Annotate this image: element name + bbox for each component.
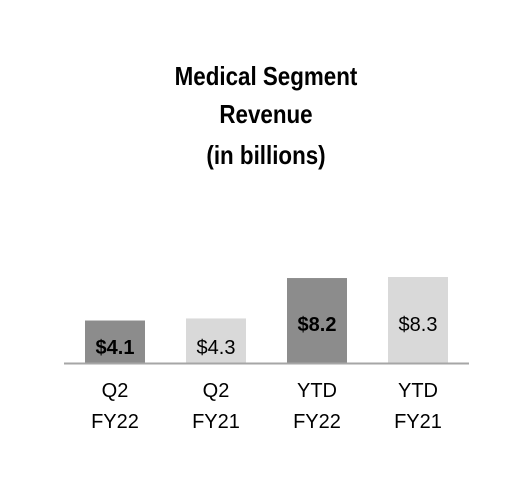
bar-1 (186, 318, 246, 363)
x-tick-label-3-1: FY21 (394, 411, 442, 433)
bar-2 (287, 278, 347, 363)
x-tick-label-0-0: Q2 (102, 380, 129, 402)
chart-title-line-3: (in billions) (206, 140, 326, 170)
x-tick-label-1-0: Q2 (203, 380, 230, 402)
x-tick-label-3-0: YTD (398, 380, 438, 402)
chart-title-line-1: Medical Segment (174, 61, 358, 91)
x-tick-label-2-1: FY22 (293, 411, 341, 433)
bar-value-label-3: $8.3 (399, 314, 438, 336)
chart-title-line-2: Revenue (219, 99, 313, 129)
x-tick-label-1-1: FY21 (192, 411, 240, 433)
bar-value-label-1: $4.3 (197, 337, 236, 359)
bar-value-label-2: $8.2 (298, 314, 337, 336)
bar-value-label-0: $4.1 (96, 337, 135, 359)
bar-0 (85, 320, 145, 363)
bar-3 (388, 277, 448, 363)
x-tick-label-2-0: YTD (297, 380, 337, 402)
x-tick-label-0-1: FY22 (91, 411, 139, 433)
